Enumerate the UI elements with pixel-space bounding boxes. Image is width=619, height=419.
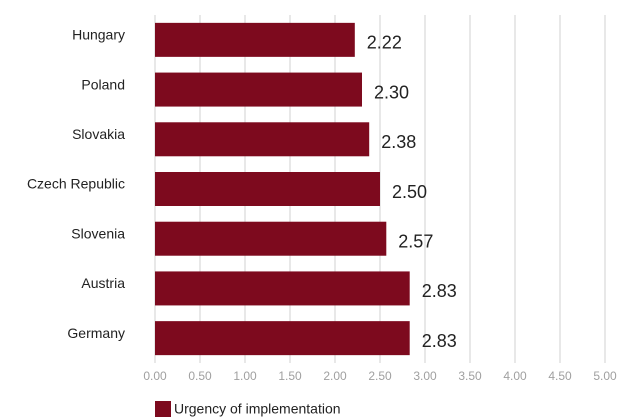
data-label: 2.57 [398, 231, 433, 251]
legend-label: Urgency of implementation [174, 401, 341, 417]
x-tick-label: 3.00 [413, 369, 437, 383]
data-label: 2.38 [381, 132, 416, 152]
data-label: 2.50 [392, 182, 427, 202]
y-tick-label: Austria [81, 275, 125, 291]
y-tick-label: Czech Republic [27, 176, 125, 192]
y-tick-label: Germany [67, 325, 125, 341]
x-tick-label: 2.00 [323, 369, 347, 383]
data-label: 2.22 [367, 33, 402, 53]
data-label: 2.30 [374, 82, 409, 102]
x-tick-label: 1.50 [278, 369, 302, 383]
bar [155, 22, 355, 57]
data-label: 2.83 [422, 281, 457, 301]
y-tick-label: Slovakia [72, 126, 125, 142]
y-tick-label: Poland [81, 76, 125, 92]
bar [155, 271, 410, 306]
y-tick-label: Slovenia [71, 225, 125, 241]
x-tick-label: 4.00 [503, 369, 527, 383]
legend-swatch [155, 401, 171, 417]
x-tick-label: 4.50 [548, 369, 572, 383]
x-tick-label: 2.50 [368, 369, 392, 383]
x-tick-label: 0.50 [188, 369, 212, 383]
bar [155, 321, 410, 356]
x-tick-label: 5.00 [593, 369, 617, 383]
x-tick-label: 1.00 [233, 369, 257, 383]
x-tick-label: 0.00 [143, 369, 167, 383]
data-label: 2.83 [422, 331, 457, 351]
x-tick-label: 3.50 [458, 369, 482, 383]
bar [155, 122, 370, 157]
y-tick-label: Hungary [72, 27, 125, 43]
bar [155, 72, 362, 107]
bar [155, 221, 387, 256]
bar [155, 172, 380, 206]
